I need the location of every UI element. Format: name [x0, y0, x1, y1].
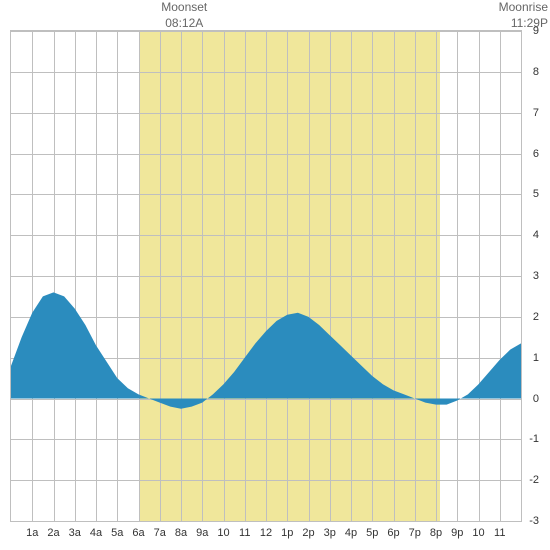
ytick: -2 [529, 474, 539, 486]
xtick: 9p [451, 527, 463, 539]
xtick: 5p [366, 527, 378, 539]
xtick: 1p [281, 527, 293, 539]
ytick: 4 [533, 229, 539, 241]
moonrise-text: Moonrise [499, 0, 548, 16]
tide-chart: Moonset 08:12A Moonrise 11:29P -3-2-1012… [0, 0, 550, 550]
ytick: 0 [533, 393, 539, 405]
tide-curve [11, 31, 521, 521]
xtick: 7a [154, 527, 166, 539]
xtick: 8p [430, 527, 442, 539]
xtick: 6a [132, 527, 144, 539]
moonset-time: 08:12A [154, 16, 214, 32]
moonset-label: Moonset 08:12A [154, 0, 214, 31]
plot-area: -3-2-10123456789 1a2a3a4a5a6a7a8a9a10111… [10, 30, 522, 522]
xtick: 10 [217, 527, 229, 539]
ytick: 3 [533, 270, 539, 282]
xtick: 10 [472, 527, 484, 539]
xtick: 2p [302, 527, 314, 539]
ytick: 8 [533, 66, 539, 78]
ytick: 2 [533, 311, 539, 323]
xtick: 2a [47, 527, 59, 539]
moonrise-time: 11:29P [499, 16, 548, 32]
ytick: 6 [533, 148, 539, 160]
xtick: 6p [387, 527, 399, 539]
xtick: 9a [196, 527, 208, 539]
xtick: 1a [26, 527, 38, 539]
ytick: 5 [533, 188, 539, 200]
ytick: 7 [533, 107, 539, 119]
xtick: 11 [239, 527, 250, 539]
ytick: -1 [529, 433, 539, 445]
xtick: 5a [111, 527, 123, 539]
moonrise-label: Moonrise 11:29P [499, 0, 548, 31]
xtick: 7p [409, 527, 421, 539]
xtick: 8a [175, 527, 187, 539]
xtick: 4a [90, 527, 102, 539]
xtick: 3p [324, 527, 336, 539]
ytick: -3 [529, 515, 539, 527]
xtick: 12 [260, 527, 272, 539]
moonset-text: Moonset [154, 0, 214, 16]
xtick: 4p [345, 527, 357, 539]
xtick: 11 [494, 527, 505, 539]
ytick: 1 [533, 352, 539, 364]
ytick: 9 [533, 25, 539, 37]
xtick: 3a [69, 527, 81, 539]
